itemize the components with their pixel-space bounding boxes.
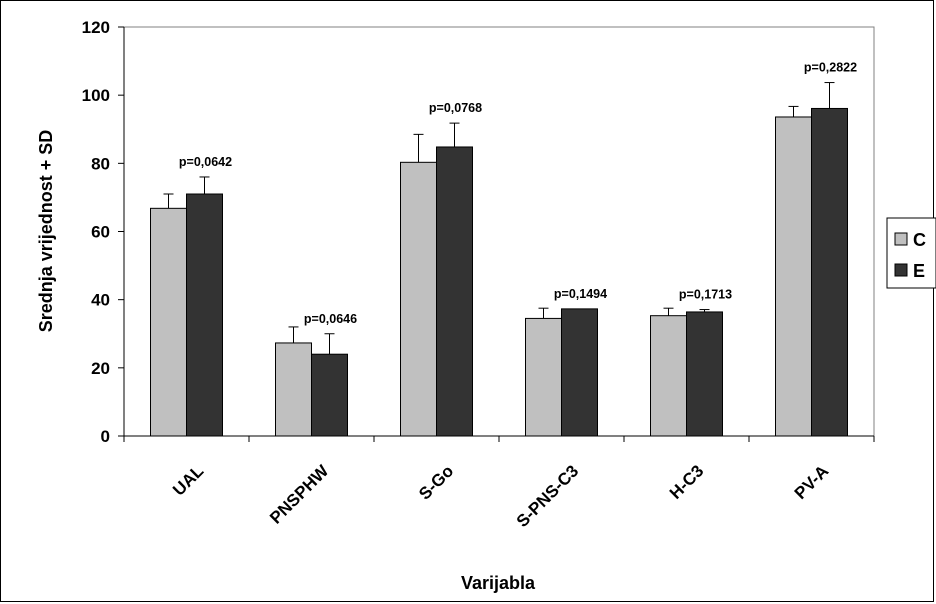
bar-e (186, 193, 223, 437)
bar-e (686, 311, 723, 437)
bar-c (400, 161, 437, 437)
bar-e (811, 107, 848, 437)
legend-label-e: E (913, 261, 925, 281)
y-axis-title: Srednja vrijednost + SD (36, 130, 56, 333)
plot-area-border (123, 26, 875, 437)
category-labels: UAL PNSPHW S-Go S-PNS-C3 H-C3 PV-A (169, 461, 832, 531)
bar-e (436, 146, 473, 437)
category-label: UAL (169, 461, 207, 499)
category-label: S-Go (415, 461, 457, 503)
category-label: H-C3 (666, 461, 707, 502)
plot-area (123, 26, 875, 437)
error-bars (163, 82, 835, 355)
p-value-label: p=0,2822 (804, 61, 857, 75)
category-label: PV-A (791, 461, 832, 502)
y-tick-label: 80 (91, 154, 110, 173)
y-tick-label: 20 (91, 359, 110, 378)
bar-c (650, 315, 687, 437)
bar-c (775, 116, 812, 437)
legend-swatch-e (894, 263, 908, 277)
legend-swatch-c (894, 232, 908, 246)
y-tick-label: 60 (91, 223, 110, 242)
y-tick-label: 100 (82, 86, 110, 105)
p-value-label: p=0,0642 (179, 155, 232, 169)
y-tick-label: 40 (91, 291, 110, 310)
legend-box (886, 217, 936, 289)
y-axis: 0 20 40 60 80 100 120 (82, 18, 125, 446)
legend-label-c: C (913, 230, 926, 250)
p-value-label: p=0,1713 (679, 288, 732, 302)
bars (150, 107, 848, 437)
x-axis (123, 435, 875, 442)
p-value-labels: p=0,0642 p=0,0646 p=0,0768 p=0,1494 p=0,1713… (179, 61, 857, 326)
legend: C E (886, 217, 936, 289)
y-tick-label: 120 (82, 18, 110, 37)
bar-c (275, 342, 312, 437)
bar-c (525, 317, 562, 437)
category-label: S-PNS-C3 (513, 461, 583, 531)
category-label: PNSPHW (266, 461, 333, 528)
p-value-label: p=0,1494 (554, 287, 607, 301)
p-value-label: p=0,0768 (429, 101, 482, 115)
p-value-label: p=0,0646 (304, 312, 357, 326)
bar-e (561, 308, 598, 437)
x-axis-title: Varijabla (461, 573, 536, 593)
bar-c (150, 207, 187, 437)
bar-e (311, 353, 348, 437)
y-tick-label: 0 (101, 427, 110, 446)
